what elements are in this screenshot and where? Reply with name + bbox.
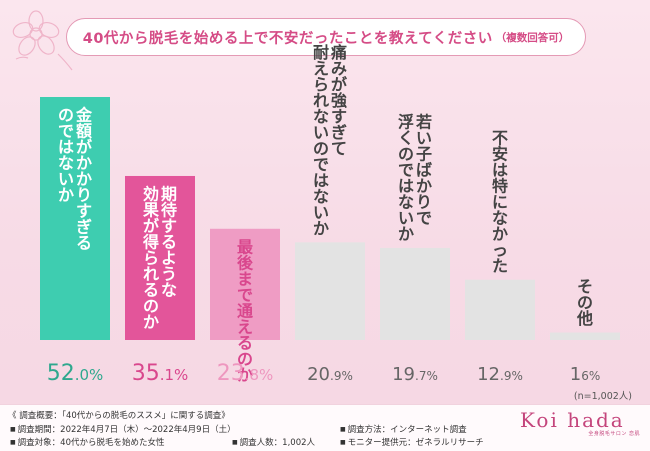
value-label-5: 19.7% xyxy=(392,364,438,385)
category-label-2: 期待するような xyxy=(161,185,177,300)
bar-4 xyxy=(295,242,365,340)
chart-title-note: （複数回答可） xyxy=(495,31,570,44)
chart-title-box: 40代から脱毛を始める上で不安だったことを教えてください （複数回答可） xyxy=(66,18,586,56)
category-label-1: のではないか xyxy=(58,106,74,205)
bar-7 xyxy=(550,332,620,340)
survey-footer: 《 調査概要：「40代からの脱毛のススメ」に関する調査》 調査期間：2022年4… xyxy=(0,404,650,451)
category-label-5: 若い子ばかりで xyxy=(415,113,432,228)
bar-5 xyxy=(380,247,450,340)
survey-provider: モニター提供元：ゼネラルリサーチ xyxy=(340,436,484,448)
survey-method: 調査方法：インターネット調査 xyxy=(340,423,467,435)
survey-target: 調査対象：40代から脱毛を始めた女性 xyxy=(10,436,165,448)
koihada-logo: Koi hada 全身脱毛サロン 恋肌 xyxy=(520,408,640,444)
value-label-4: 20.9% xyxy=(307,364,353,385)
survey-period: 調査期間：2022年4月7日（木）～2022年4月9日（土） xyxy=(10,423,236,435)
logo-text: Koi hada xyxy=(520,408,625,432)
value-label-7: 16% xyxy=(570,364,601,385)
category-label-4: 耐えられないのではないか xyxy=(313,43,329,238)
bar-6 xyxy=(465,279,535,340)
chart-title: 40代から脱毛を始める上で不安だったことを教えてください xyxy=(82,30,493,47)
category-label-5: 浮くのではないか xyxy=(398,113,414,244)
category-label-7: その他 xyxy=(576,277,593,328)
bar-3 xyxy=(210,228,280,340)
category-label-1: 金額がかかりすぎる xyxy=(75,106,93,253)
bar-1 xyxy=(40,97,110,340)
category-label-4: 痛みが強すぎて xyxy=(330,43,347,158)
flower-decoration-icon xyxy=(12,10,73,71)
value-label-1: 52.0% xyxy=(47,361,104,386)
survey-count: 調査人数：1,002人 xyxy=(232,436,315,448)
survey-overview: 《 調査概要：「40代からの脱毛のススメ」に関する調査》 xyxy=(8,411,230,421)
logo-subtitle: 全身脱毛サロン 恋肌 xyxy=(588,431,640,437)
value-label-2: 35.1% xyxy=(132,361,189,386)
sample-size-note: (n=1,002人) xyxy=(573,391,632,402)
bar-2 xyxy=(125,175,195,340)
value-label-6: 12.9% xyxy=(477,364,523,385)
category-label-2: 効果が得られるのか xyxy=(142,185,159,332)
category-label-3: 最後まで通えるのか xyxy=(237,237,254,384)
value-label-3: 23.8% xyxy=(217,361,274,386)
category-label-6: 不安は特になかった xyxy=(492,128,508,275)
